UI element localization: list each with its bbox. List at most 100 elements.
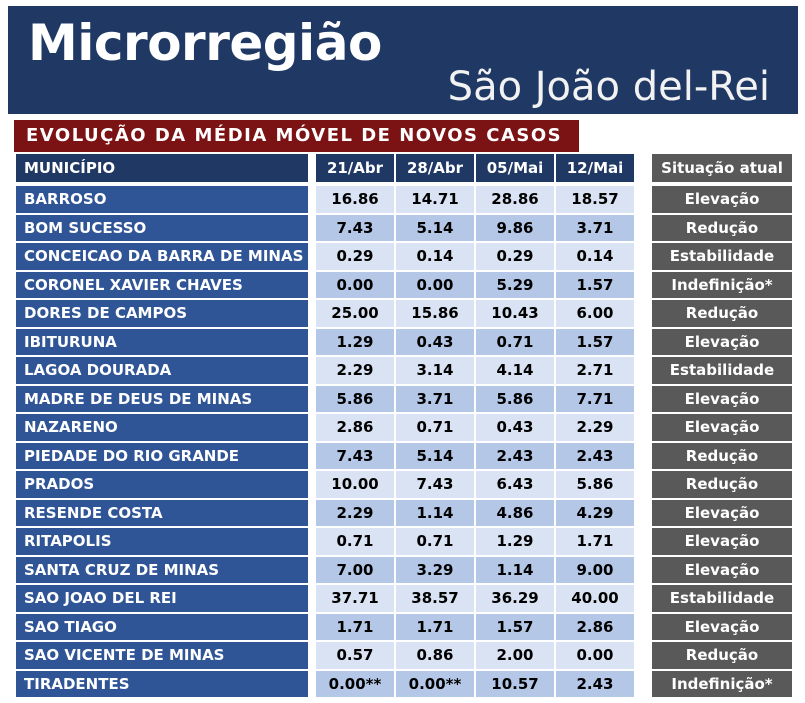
value-cell: 2.43 (556, 670, 634, 697)
situacao-cell: Elevação (652, 613, 792, 640)
table-row: CONCEICAO DA BARRA DE MINAS 0.29 0.14 0.… (16, 243, 792, 272)
municipio-cell: CORONEL XAVIER CHAVES (16, 271, 308, 298)
municipio-cell: IBITURUNA (16, 328, 308, 355)
municipio-cell: MADRE DE DEUS DE MINAS (16, 385, 308, 412)
value-cell: 5.14 (396, 214, 474, 241)
table-row: SAO JOAO DEL REI 37.71 38.57 36.29 40.00… (16, 585, 792, 614)
situacao-cell: Elevação (652, 414, 792, 441)
municipio-cell: DORES DE CAMPOS (16, 300, 308, 327)
column-header-date-3: 05/Mai (476, 154, 554, 182)
value-cell: 3.71 (556, 214, 634, 241)
table-row: CORONEL XAVIER CHAVES 0.00 0.00 5.29 1.5… (16, 271, 792, 301)
value-cell: 1.29 (316, 328, 394, 355)
value-cell: 18.57 (556, 186, 634, 213)
value-cell: 1.14 (396, 499, 474, 526)
value-cell: 0.57 (316, 642, 394, 669)
value-cell: 0.00 (556, 642, 634, 669)
municipio-cell: CONCEICAO DA BARRA DE MINAS (16, 243, 308, 270)
value-cell: 0.29 (476, 243, 554, 270)
page-title: Microrregião (28, 14, 382, 72)
table-row: MADRE DE DEUS DE MINAS 5.86 3.71 5.86 7.… (16, 385, 792, 415)
situacao-cell: Indefinição* (652, 670, 792, 697)
page-subtitle: São João del-Rei (447, 64, 770, 110)
value-cell: 37.71 (316, 585, 394, 612)
value-cell: 1.71 (556, 528, 634, 555)
value-cell: 38.57 (396, 585, 474, 612)
situacao-cell: Elevação (652, 528, 792, 555)
situacao-cell: Elevação (652, 186, 792, 213)
value-cell: 25.00 (316, 300, 394, 327)
value-cell: 7.71 (556, 385, 634, 412)
value-cell: 0.00** (316, 670, 394, 697)
value-cell: 0.00 (396, 271, 474, 298)
table-row: BOM SUCESSO 7.43 5.14 9.86 3.71 Redução (16, 214, 792, 244)
value-cell: 0.71 (316, 528, 394, 555)
value-cell: 1.14 (476, 556, 554, 583)
situacao-cell: Elevação (652, 556, 792, 583)
value-cell: 3.14 (396, 357, 474, 384)
value-cell: 1.57 (476, 613, 554, 640)
situacao-cell: Indefinição* (652, 271, 792, 298)
value-cell: 0.29 (316, 243, 394, 270)
value-cell: 0.86 (396, 642, 474, 669)
situacao-cell: Elevação (652, 499, 792, 526)
value-cell: 0.00 (316, 271, 394, 298)
table-row: SANTA CRUZ DE MINAS 7.00 3.29 1.14 9.00 … (16, 556, 792, 586)
municipio-cell: SAO VICENTE DE MINAS (16, 642, 308, 669)
data-table: BARROSO 16.86 14.71 28.86 18.57 Elevação… (16, 186, 792, 699)
column-header-date-2: 28/Abr (396, 154, 474, 182)
table-row: SAO TIAGO 1.71 1.71 1.57 2.86 Elevação (16, 613, 792, 643)
value-cell: 14.71 (396, 186, 474, 213)
value-cell: 9.00 (556, 556, 634, 583)
value-cell: 10.57 (476, 670, 554, 697)
value-cell: 4.86 (476, 499, 554, 526)
table-row: SAO VICENTE DE MINAS 0.57 0.86 2.00 0.00… (16, 642, 792, 671)
municipio-cell: TIRADENTES (16, 670, 308, 697)
column-header-date-1: 21/Abr (316, 154, 394, 182)
municipio-cell: SAO JOAO DEL REI (16, 585, 308, 612)
value-cell: 2.00 (476, 642, 554, 669)
value-cell: 0.43 (476, 414, 554, 441)
table-row: PRADOS 10.00 7.43 6.43 5.86 Redução (16, 471, 792, 500)
value-cell: 0.43 (396, 328, 474, 355)
value-cell: 0.14 (556, 243, 634, 270)
value-cell: 5.14 (396, 442, 474, 469)
value-cell: 7.43 (316, 442, 394, 469)
value-cell: 2.43 (556, 442, 634, 469)
value-cell: 2.29 (316, 499, 394, 526)
value-cell: 36.29 (476, 585, 554, 612)
value-cell: 10.43 (476, 300, 554, 327)
value-cell: 16.86 (316, 186, 394, 213)
table-row: RESENDE COSTA 2.29 1.14 4.86 4.29 Elevaç… (16, 499, 792, 529)
value-cell: 40.00 (556, 585, 634, 612)
value-cell: 1.57 (556, 328, 634, 355)
value-cell: 4.29 (556, 499, 634, 526)
table-row: RITAPOLIS 0.71 0.71 1.29 1.71 Elevação (16, 528, 792, 557)
value-cell: 4.14 (476, 357, 554, 384)
value-cell: 0.14 (396, 243, 474, 270)
municipio-cell: BARROSO (16, 186, 308, 213)
column-header-situacao: Situação atual (652, 154, 792, 182)
value-cell: 7.00 (316, 556, 394, 583)
value-cell: 2.86 (316, 414, 394, 441)
municipio-cell: SAO TIAGO (16, 613, 308, 640)
table-row: IBITURUNA 1.29 0.43 0.71 1.57 Elevação (16, 328, 792, 358)
value-cell: 28.86 (476, 186, 554, 213)
value-cell: 3.71 (396, 385, 474, 412)
table-row: LAGOA DOURADA 2.29 3.14 4.14 2.71 Estabi… (16, 357, 792, 386)
situacao-cell: Estabilidade (652, 243, 792, 270)
table-row: PIEDADE DO RIO GRANDE 7.43 5.14 2.43 2.4… (16, 442, 792, 472)
section-title: EVOLUÇÃO DA MÉDIA MÓVEL DE NOVOS CASOS (14, 120, 579, 152)
value-cell: 1.57 (556, 271, 634, 298)
situacao-cell: Elevação (652, 328, 792, 355)
table-row: NAZARENO 2.86 0.71 0.43 2.29 Elevação (16, 414, 792, 443)
value-cell: 1.71 (396, 613, 474, 640)
value-cell: 3.29 (396, 556, 474, 583)
value-cell: 15.86 (396, 300, 474, 327)
value-cell: 6.43 (476, 471, 554, 498)
value-cell: 0.71 (396, 528, 474, 555)
table-row: TIRADENTES 0.00** 0.00** 10.57 2.43 Inde… (16, 670, 792, 700)
municipio-cell: PIEDADE DO RIO GRANDE (16, 442, 308, 469)
situacao-cell: Redução (652, 642, 792, 669)
